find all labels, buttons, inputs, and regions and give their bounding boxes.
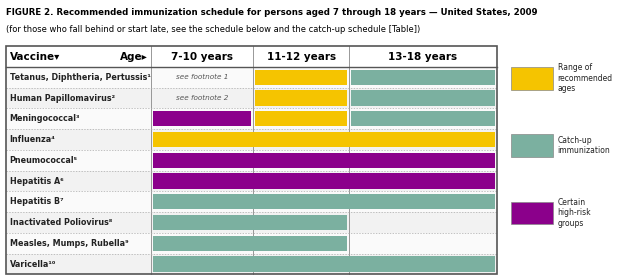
Text: Meningococcal³: Meningococcal³ bbox=[10, 114, 80, 123]
Text: Tetanus, Diphtheria, Pertussis¹: Tetanus, Diphtheria, Pertussis¹ bbox=[10, 73, 151, 82]
Text: HPV (3 doses): HPV (3 doses) bbox=[269, 94, 334, 102]
Text: Varicella¹⁰: Varicella¹⁰ bbox=[10, 260, 56, 269]
Text: 7-10 years: 7-10 years bbox=[171, 52, 233, 62]
Text: HPV Series: HPV Series bbox=[397, 94, 449, 102]
Text: Vaccine▾: Vaccine▾ bbox=[10, 52, 60, 62]
Text: Certain
high-risk
groups: Certain high-risk groups bbox=[558, 198, 591, 228]
Text: see footnote 1: see footnote 1 bbox=[176, 74, 228, 80]
Text: 11-12 years: 11-12 years bbox=[267, 52, 336, 62]
Text: IPV Series: IPV Series bbox=[226, 218, 274, 227]
Text: MCV: MCV bbox=[413, 114, 433, 123]
Text: Catch-up
immunization: Catch-up immunization bbox=[558, 136, 610, 155]
Text: MCV: MCV bbox=[192, 114, 212, 123]
Text: Inactivated Poliovirus⁸: Inactivated Poliovirus⁸ bbox=[10, 218, 112, 227]
Text: Age▸: Age▸ bbox=[120, 52, 147, 62]
Text: Hepatitis A⁶: Hepatitis A⁶ bbox=[10, 177, 63, 186]
Text: HepB Series: HepB Series bbox=[295, 197, 353, 206]
Text: 13-18 years: 13-18 years bbox=[388, 52, 458, 62]
Text: Range of
recommended
ages: Range of recommended ages bbox=[558, 64, 613, 93]
Text: Varicella Series: Varicella Series bbox=[287, 260, 361, 269]
Text: (for those who fall behind or start late, see the schedule below and the catch-u: (for those who fall behind or start late… bbox=[6, 25, 420, 34]
Text: Measles, Mumps, Rubella⁹: Measles, Mumps, Rubella⁹ bbox=[10, 239, 128, 248]
Text: Tdap: Tdap bbox=[290, 73, 313, 82]
Text: Hepatitis B⁷: Hepatitis B⁷ bbox=[10, 197, 63, 206]
Text: Influenza (Yearly): Influenza (Yearly) bbox=[281, 135, 366, 144]
Text: Tdap: Tdap bbox=[412, 73, 435, 82]
Text: FIGURE 2. Recommended immunization schedule for persons aged 7 through 18 years : FIGURE 2. Recommended immunization sched… bbox=[6, 8, 538, 17]
Text: HepA Series: HepA Series bbox=[295, 177, 353, 186]
Text: PPSV: PPSV bbox=[312, 156, 336, 165]
Text: Influenza⁴: Influenza⁴ bbox=[10, 135, 55, 144]
Text: Pneumococcal⁵: Pneumococcal⁵ bbox=[10, 156, 78, 165]
Text: MMR Series: MMR Series bbox=[222, 239, 278, 248]
Text: Human Papillomavirus²: Human Papillomavirus² bbox=[10, 94, 115, 102]
Text: see footnote 2: see footnote 2 bbox=[176, 95, 228, 101]
Text: MCV: MCV bbox=[291, 114, 312, 123]
